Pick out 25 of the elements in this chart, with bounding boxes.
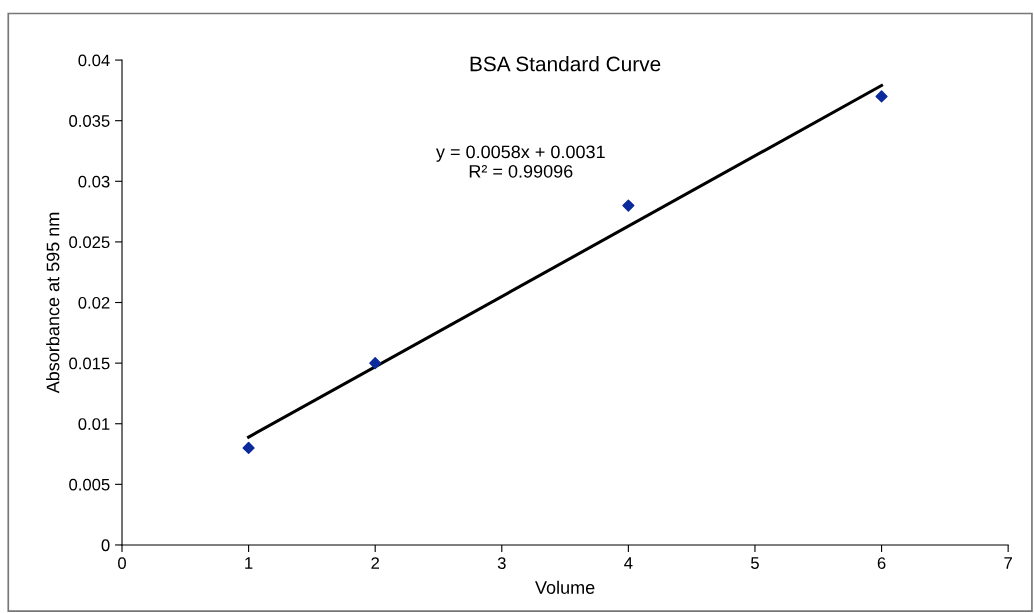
x-tick-label: 6 [877,557,886,569]
x-tick-label: 2 [371,557,379,569]
y-tick-label: 0.035 [69,115,110,127]
y-axis-title: Absorbance at 595 nm [46,212,60,394]
chart-title: BSA Standard Curve [470,56,661,72]
y-tick-label: 0.03 [78,175,110,188]
point [242,441,255,455]
y-tick-label: 0.01 [78,418,110,430]
point [875,90,888,103]
x-axis-title: Volume [535,580,595,594]
point [369,357,382,370]
x-tick-label: 7 [1004,557,1012,569]
x-tick-label: 4 [624,557,633,569]
annotation: y = 0.0058x + 0.0031 R² = 0.99096 [435,145,605,178]
y-tick-label: 0.015 [69,357,110,370]
x-tick-label: 1 [245,557,253,569]
y-tick-label: 0.04 [78,54,110,67]
point [622,199,635,212]
y-tick-label: 0.005 [69,478,110,491]
y-tick-label: 0.02 [78,296,110,309]
y-tick-label: 0 [101,539,110,552]
y-tick-label: 0.025 [69,236,110,249]
x-tick-label: 5 [751,557,759,569]
x-tick-label: 0 [118,557,126,569]
x-tick-label: 3 [497,557,506,569]
